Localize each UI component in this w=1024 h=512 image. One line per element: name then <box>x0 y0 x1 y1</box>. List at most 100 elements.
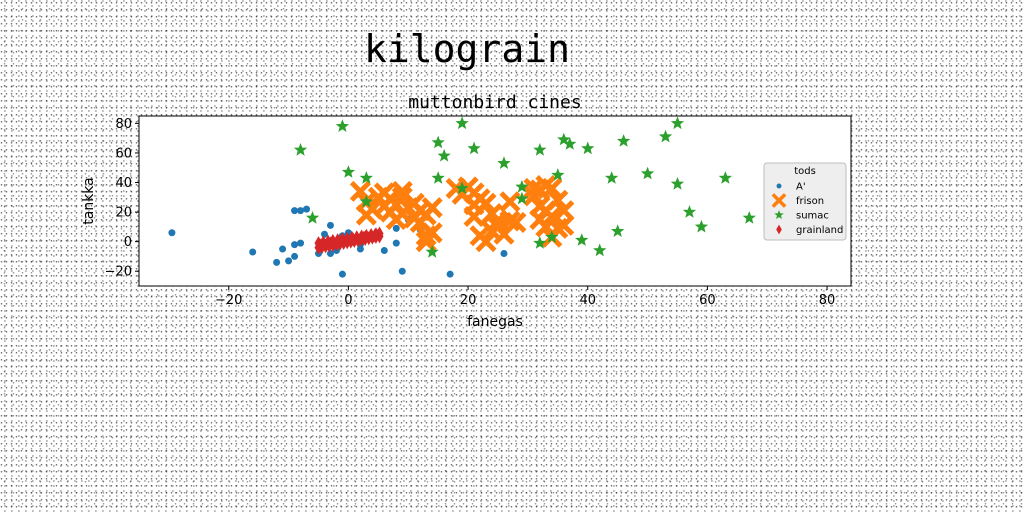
x-tick-label: 80 <box>819 293 836 308</box>
data-points <box>168 116 756 278</box>
sumac-point <box>617 134 631 147</box>
sumac-point <box>425 245 439 258</box>
a-point <box>303 205 311 213</box>
sumac-point <box>670 116 685 130</box>
sumac-point <box>497 156 511 169</box>
axes-frame <box>138 115 852 287</box>
sumac-point <box>341 165 356 178</box>
frison-point <box>421 197 443 219</box>
frison-point <box>547 217 569 239</box>
y-tick-label: 40 <box>115 176 132 191</box>
legend-entry: grainland <box>796 225 843 236</box>
sumac-point <box>593 243 607 257</box>
sumac-point <box>640 166 655 180</box>
grainland-point <box>326 236 335 251</box>
legend: tods A' frison sumac grainland <box>763 162 847 241</box>
a-point <box>392 239 400 247</box>
x-tick-label: 20 <box>460 293 477 308</box>
a-point <box>338 270 346 278</box>
figure-suptitle: kilograin <box>364 27 570 71</box>
legend-entry: A' <box>796 182 806 193</box>
x-tick-label: −20 <box>215 293 242 308</box>
sumac-point <box>557 132 571 146</box>
y-tick-label: 60 <box>115 146 132 161</box>
sumac-point <box>431 171 445 184</box>
sumac-point <box>431 135 445 149</box>
a-point <box>297 207 305 215</box>
y-axis-label: tankka <box>81 177 97 225</box>
a-point <box>291 241 299 249</box>
x-tick-label: 40 <box>579 293 596 308</box>
frison-point <box>547 189 569 211</box>
sumac-point <box>682 205 697 218</box>
sumac-point <box>611 224 625 237</box>
sumac-point <box>437 148 451 162</box>
legend-box <box>763 162 847 241</box>
legend-title: tods <box>794 166 816 177</box>
sumac-point <box>658 129 673 143</box>
sumac-point <box>455 181 469 195</box>
sumac-point <box>605 171 619 184</box>
a-point <box>320 230 328 238</box>
x-tick-label: 60 <box>699 293 716 308</box>
a-point <box>273 258 281 266</box>
legend-marker <box>776 224 782 235</box>
a-point <box>398 267 406 275</box>
frison-point <box>541 177 563 199</box>
a-point <box>356 245 364 253</box>
sumac-point <box>694 219 709 233</box>
legend-entry: sumac <box>796 211 829 222</box>
a-point <box>380 247 388 255</box>
legend-entry: frison <box>796 196 824 207</box>
plot-area <box>139 116 851 286</box>
frison-point <box>475 192 497 214</box>
sumac-point <box>359 171 373 184</box>
sumac-point <box>359 194 373 208</box>
grainland-point <box>359 230 368 245</box>
a-point <box>249 248 257 256</box>
grainland-point <box>349 232 358 247</box>
sumac-point <box>545 230 559 243</box>
a-point <box>326 221 334 229</box>
a-point <box>168 229 176 237</box>
sumac-point <box>293 143 308 156</box>
a-point <box>285 257 293 265</box>
sumac-point <box>581 141 595 155</box>
frison-point <box>421 222 443 244</box>
frison-point <box>481 203 503 225</box>
y-tick-label: 20 <box>115 206 132 221</box>
a-point <box>279 245 287 253</box>
legend-marker <box>771 193 787 208</box>
sumac-point <box>515 191 529 205</box>
legend-marker <box>776 183 782 189</box>
y-tick-label: 80 <box>115 117 132 132</box>
grainland-point <box>370 228 379 243</box>
chart-title: muttonbird cines <box>408 92 581 113</box>
frison-point <box>505 211 527 233</box>
grainland-point <box>316 238 325 253</box>
legend-marker <box>774 210 784 219</box>
sumac-point <box>533 143 547 156</box>
sumac-point <box>335 119 350 132</box>
sumac-point <box>670 177 685 190</box>
a-point <box>500 249 508 257</box>
frison-point <box>499 191 521 213</box>
sumac-point <box>455 116 469 130</box>
y-tick-label: 0 <box>124 235 132 250</box>
a-point <box>291 207 299 215</box>
sumac-point <box>305 211 320 224</box>
grainland-point <box>343 231 352 246</box>
axis-ticks: −20 0 20 40 60 80 −20 0 20 40 60 80 <box>105 117 836 308</box>
sumac-point <box>467 141 481 155</box>
x-tick-label: 0 <box>344 293 352 308</box>
y-tick-label: −20 <box>105 265 132 280</box>
sumac-point <box>563 137 577 150</box>
sumac-point <box>575 233 589 246</box>
grainland-point <box>337 234 346 249</box>
sumac-point <box>718 171 732 184</box>
sumac-point <box>515 180 529 193</box>
sumac-point <box>551 168 565 181</box>
sumac-point <box>533 236 547 249</box>
frison-point <box>349 180 371 202</box>
